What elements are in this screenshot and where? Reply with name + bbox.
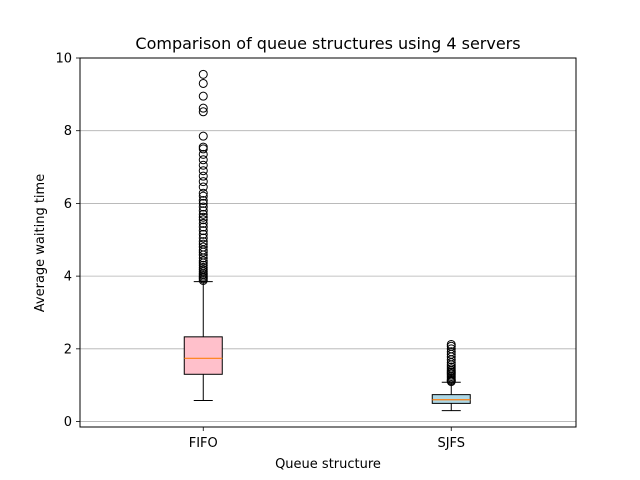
outlier-point bbox=[198, 182, 208, 192]
outlier-point bbox=[198, 188, 208, 198]
outlier-point bbox=[198, 198, 208, 208]
outlier-point bbox=[198, 107, 208, 117]
outlier-point bbox=[198, 171, 208, 181]
y-tick-label: 8 bbox=[64, 124, 72, 139]
outlier-point bbox=[198, 191, 208, 201]
outlier-point bbox=[198, 222, 208, 232]
box-sjfs bbox=[431, 339, 471, 412]
outlier-point bbox=[198, 69, 208, 79]
outlier-point bbox=[198, 142, 208, 152]
y-tick-label: 6 bbox=[64, 197, 72, 212]
box-series bbox=[183, 69, 471, 412]
outlier-point bbox=[446, 347, 456, 357]
outlier-point bbox=[198, 196, 208, 206]
x-tick-label-sjfs: SJFS bbox=[437, 436, 465, 451]
outlier-point bbox=[198, 160, 208, 170]
outlier-point bbox=[198, 265, 208, 275]
y-axis-label: Average waiting time bbox=[33, 174, 48, 312]
y-tick-label: 2 bbox=[64, 342, 72, 357]
plot-frame bbox=[79, 57, 577, 428]
outlier-point bbox=[198, 209, 208, 219]
outlier-point bbox=[198, 215, 208, 225]
y-tick-label: 4 bbox=[64, 270, 72, 285]
outlier-point bbox=[198, 103, 208, 113]
x-axis-label: Queue structure bbox=[275, 457, 381, 472]
outlier-point bbox=[198, 226, 208, 236]
outlier-point bbox=[198, 131, 208, 141]
outlier-point bbox=[198, 260, 208, 270]
outlier-point bbox=[198, 262, 208, 272]
outlier-point bbox=[198, 233, 208, 243]
outlier-point bbox=[446, 344, 456, 354]
outlier-point bbox=[198, 229, 208, 239]
outlier-point bbox=[198, 242, 208, 252]
outlier-point bbox=[198, 256, 208, 266]
outlier-point bbox=[198, 78, 208, 88]
interquartile-box bbox=[183, 336, 223, 375]
box-fifo bbox=[183, 69, 223, 401]
outlier-point bbox=[198, 177, 208, 187]
outlier-point bbox=[446, 362, 456, 372]
outlier-point bbox=[198, 212, 208, 222]
outlier-point bbox=[198, 149, 208, 159]
x-tick-label-fifo: FIFO bbox=[189, 436, 218, 451]
y-axis-ticks: 0 2 4 6 8 10 bbox=[55, 52, 80, 430]
outlier-point bbox=[198, 155, 208, 165]
x-axis-ticks: FIFO SJFS bbox=[189, 427, 465, 451]
y-tick-label: 0 bbox=[64, 415, 72, 430]
y-tick-label: 10 bbox=[55, 52, 72, 67]
outlier-point bbox=[198, 239, 208, 249]
interquartile-box bbox=[431, 394, 471, 404]
outlier-point bbox=[446, 339, 456, 349]
outlier-point bbox=[198, 206, 208, 216]
outlier-point bbox=[198, 237, 208, 247]
outlier-point bbox=[198, 91, 208, 101]
outlier-point bbox=[198, 218, 208, 228]
outlier-point bbox=[198, 202, 208, 212]
outlier-point bbox=[198, 166, 208, 176]
chart-title: Comparison of queue structures using 4 s… bbox=[135, 34, 520, 53]
